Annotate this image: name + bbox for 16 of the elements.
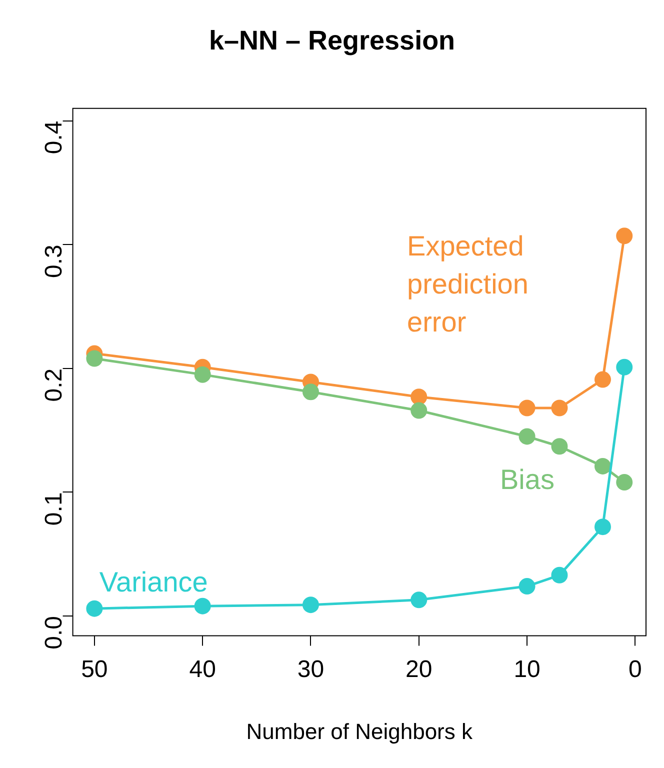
y-tick-label: 0.2 [40, 368, 68, 402]
x-axis-title: Number of Neighbors k [246, 718, 474, 744]
series-label: Variance [99, 566, 208, 598]
chart-title: k–NN – Regression [208, 26, 456, 56]
x-tick-label: 20 [406, 656, 432, 683]
x-tick-label: 50 [81, 656, 108, 683]
x-tick-label: 10 [514, 656, 540, 683]
x-tick-label: 30 [297, 656, 324, 683]
y-tick-label: 0.3 [40, 244, 68, 278]
x-tick-label: 0 [628, 656, 642, 683]
x-tick-label: 40 [189, 656, 216, 683]
y-tick-label: 0.1 [40, 492, 68, 526]
series-label: Bias [500, 464, 554, 496]
y-tick-label: 0.4 [40, 120, 68, 154]
y-tick-label: 0.0 [40, 616, 68, 650]
series-label: Expected prediction error [407, 230, 528, 338]
